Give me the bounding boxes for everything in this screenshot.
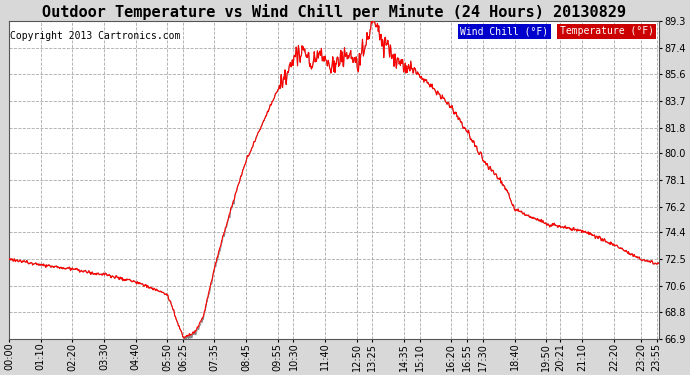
Text: Temperature (°F): Temperature (°F)	[560, 26, 654, 36]
Title: Outdoor Temperature vs Wind Chill per Minute (24 Hours) 20130829: Outdoor Temperature vs Wind Chill per Mi…	[42, 4, 626, 20]
Text: Copyright 2013 Cartronics.com: Copyright 2013 Cartronics.com	[10, 31, 181, 41]
Text: Wind Chill (°F): Wind Chill (°F)	[460, 26, 549, 36]
